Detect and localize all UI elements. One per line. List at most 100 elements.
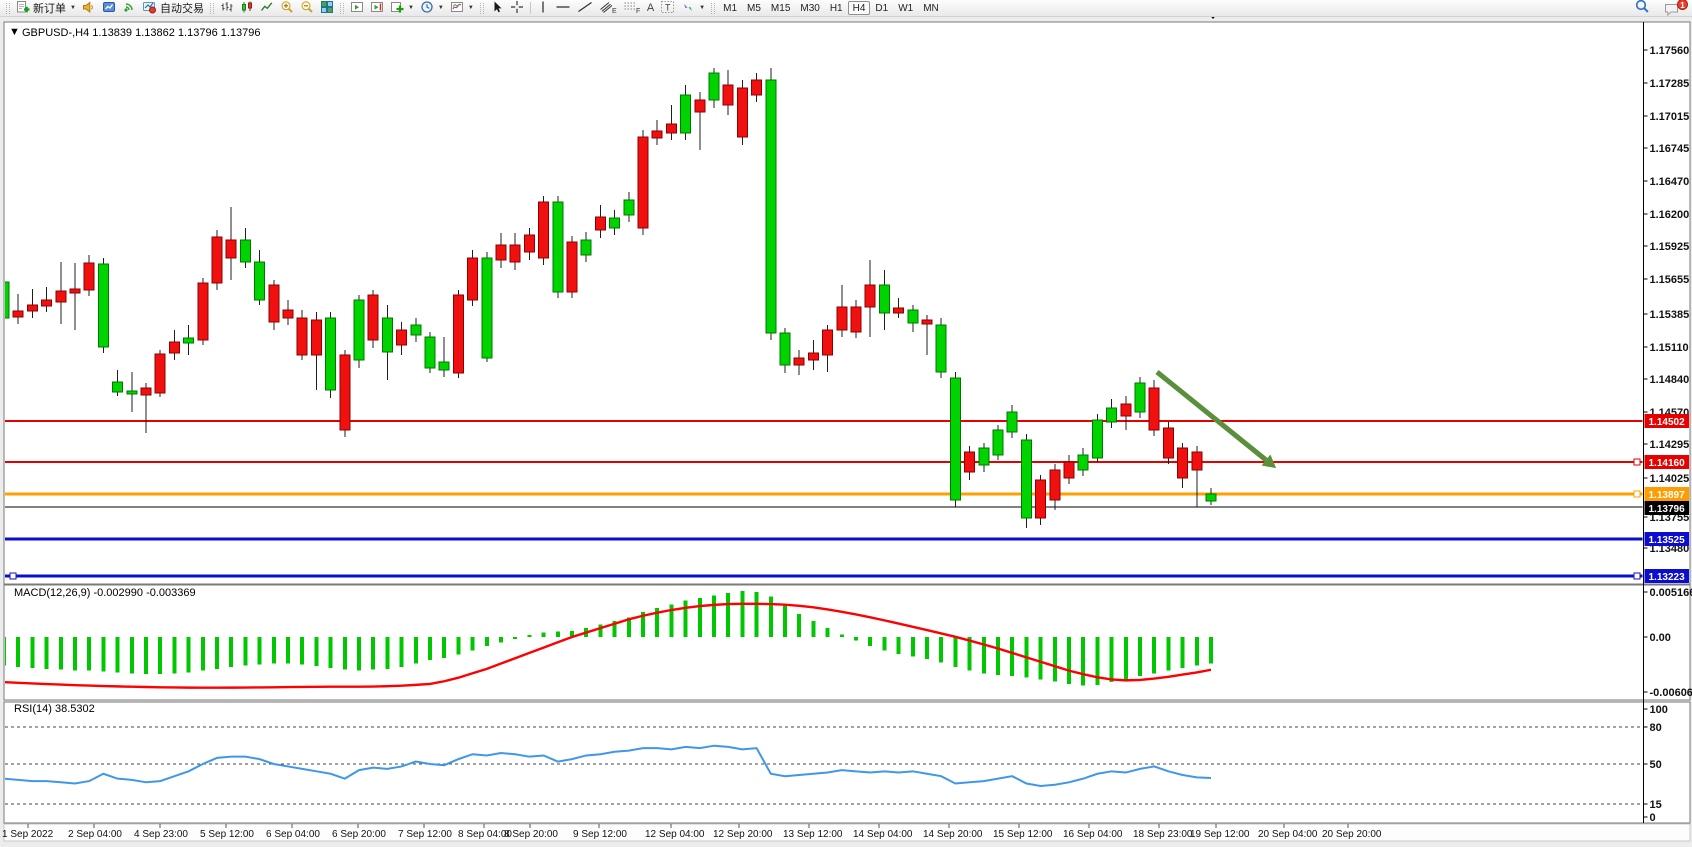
candle-body [41, 299, 53, 307]
candle-body [396, 329, 408, 346]
candle-chart-button[interactable] [237, 1, 257, 16]
zoom-in-button[interactable] [277, 0, 297, 17]
candle-body [651, 130, 663, 139]
candle-body [836, 306, 848, 331]
auto-scroll-icon [350, 0, 364, 17]
candle-body [5, 281, 10, 319]
trendline-button[interactable] [574, 1, 596, 16]
candle-body [552, 201, 564, 293]
horizontal-line-icon [555, 0, 571, 17]
candle-body [154, 353, 166, 394]
templates-button[interactable]: ▼ [447, 1, 477, 16]
collapse-icon[interactable]: ▼ [9, 26, 20, 38]
candle-body [822, 329, 834, 356]
candle-body [566, 241, 578, 293]
timeframe-mn-button[interactable]: MN [918, 1, 944, 15]
chat-bubble-icon [1664, 3, 1680, 20]
candle-body [594, 216, 606, 231]
time-axis-label: 15 Sep 12:00 [993, 829, 1053, 840]
signals-button[interactable] [119, 1, 139, 16]
equidistant-channel-button[interactable]: E [596, 1, 620, 16]
candle-body [722, 84, 734, 106]
candle-body [708, 72, 720, 101]
horizontal-lines[interactable] [5, 420, 1644, 578]
svg-text:15: 15 [1650, 799, 1662, 811]
crosshair-button[interactable] [507, 0, 527, 17]
timeframe-m5-button[interactable]: M5 [742, 1, 766, 15]
timeframe-d1-button[interactable]: D1 [870, 1, 893, 15]
line-handle [1633, 458, 1641, 466]
timeframe-m30-button[interactable]: M30 [795, 1, 824, 15]
toolbar-grip[interactable] [6, 2, 10, 14]
time-axis-label: 6 Sep 04:00 [266, 829, 320, 840]
crosshair-icon [510, 0, 524, 17]
time-axis-label: 20 Sep 20:00 [1322, 829, 1382, 840]
candle-body [949, 377, 961, 501]
candle-body [112, 381, 124, 393]
market-button[interactable] [99, 1, 119, 16]
text-tool-button[interactable]: A [644, 1, 657, 16]
timeframe-h4-button[interactable]: H4 [847, 1, 871, 15]
toolbar-grip[interactable] [339, 2, 344, 14]
timeframe-m15-button[interactable]: M15 [766, 1, 795, 15]
svg-text:0: 0 [1650, 812, 1656, 824]
time-axis[interactable]: 1 Sep 2022 2 Sep 04:00 4 Sep 23:00 5 Sep 12… [2, 824, 1382, 840]
svg-text:1.17285: 1.17285 [1650, 78, 1690, 90]
trend-arrow[interactable] [1155, 370, 1277, 469]
candle-body [438, 361, 450, 371]
candle-body [140, 387, 152, 396]
periods-button[interactable]: ▼ [417, 0, 447, 16]
fibonacci-button[interactable]: F [620, 1, 644, 16]
arrows-tool-button[interactable]: ▼ [678, 1, 708, 16]
candle-body [665, 123, 677, 134]
notifications-button[interactable]: 1 [1661, 0, 1688, 16]
indicators-icon [390, 0, 404, 17]
candle-body [126, 390, 138, 395]
time-axis-label: 6 Sep 20:00 [332, 829, 386, 840]
line-handles[interactable] [9, 458, 1641, 580]
candle-body [680, 94, 692, 134]
chart-shift-button[interactable] [367, 1, 387, 16]
svg-text:1.15110: 1.15110 [1650, 342, 1689, 354]
auto-trading-button[interactable]: 自动交易 [139, 1, 207, 16]
timeframe-m1-button[interactable]: M1 [718, 1, 742, 15]
timeframe-w1-button[interactable]: W1 [893, 1, 918, 15]
candle-body [850, 306, 862, 333]
line-chart-button[interactable] [257, 1, 277, 16]
svg-text:1.14840: 1.14840 [1650, 374, 1690, 386]
time-axis-label: 5 Sep 12:00 [200, 829, 254, 840]
sound-button[interactable] [79, 0, 99, 16]
text-label-button[interactable]: T [657, 0, 678, 16]
auto-scroll-button[interactable] [347, 1, 367, 16]
new-order-icon [16, 0, 30, 17]
candle-chart-icon [240, 0, 254, 17]
zoom-out-button[interactable] [297, 0, 317, 16]
indicators-button[interactable]: ▼ [387, 1, 417, 16]
time-axis-label: 16 Sep 04:00 [1063, 829, 1123, 840]
bar-chart-button[interactable] [217, 1, 237, 16]
candle-body [268, 284, 280, 323]
time-axis-label: 7 Sep 12:00 [398, 829, 452, 840]
candle-body [864, 284, 876, 308]
chevron-down-icon: ▼ [437, 5, 444, 11]
timeframe-h1-button[interactable]: H1 [825, 1, 848, 15]
time-axis-label: 8 Sep 04:00 [458, 829, 512, 840]
time-axis-label: 1 Sep 2022 [2, 829, 54, 840]
search-button[interactable] [1632, 0, 1653, 16]
bar-chart-icon [220, 0, 234, 17]
cursor-button[interactable] [487, 1, 507, 16]
svg-text:T: T [665, 2, 671, 12]
tile-windows-button[interactable] [317, 0, 337, 16]
candle-body [893, 307, 905, 314]
toolbar-grip[interactable] [209, 2, 214, 14]
zoom-in-icon [280, 0, 294, 17]
new-order-button[interactable]: 新订单 ▼ [13, 0, 79, 17]
toolbar-grip[interactable] [479, 2, 484, 14]
horizontal-line-button[interactable] [552, 1, 574, 16]
candle-body [254, 261, 266, 301]
svg-text:-0.006064: -0.006064 [1650, 687, 1692, 699]
vertical-line-button[interactable] [534, 1, 552, 16]
symbol-ohlc-label: GBPUSD-,H4 1.13839 1.13862 1.13796 1.137… [22, 27, 261, 39]
toolbar-grip[interactable] [711, 2, 716, 14]
